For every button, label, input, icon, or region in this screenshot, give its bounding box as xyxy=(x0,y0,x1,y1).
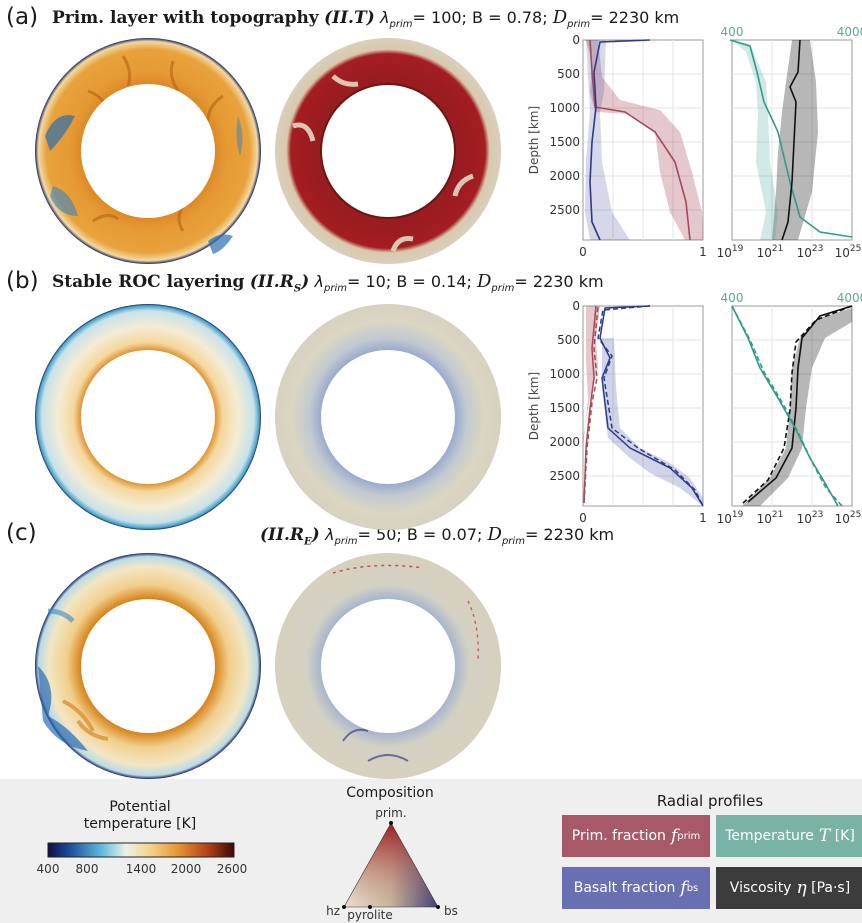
svg-text:2000: 2000 xyxy=(549,169,580,183)
svg-text:0: 0 xyxy=(579,511,587,525)
svg-text:prim.: prim. xyxy=(375,806,406,820)
svg-text:pyrolite: pyrolite xyxy=(347,908,393,922)
panel-b-fraction-ticks: 0 500 1000 1500 2000 2500 0 1 Depth [km] xyxy=(527,299,707,525)
panel-c-composition-annulus xyxy=(275,553,501,779)
svg-text:1: 1 xyxy=(699,511,707,525)
radial-profiles-title: Radial profiles xyxy=(656,792,764,810)
svg-text:bs: bs xyxy=(444,904,458,918)
svg-text:1: 1 xyxy=(699,245,707,259)
svg-text:2500: 2500 xyxy=(549,203,580,217)
temperature-legend-title: Potential temperature [K] xyxy=(83,799,197,832)
svg-text:1023: 1023 xyxy=(797,510,824,526)
svg-text:500: 500 xyxy=(557,333,580,347)
panel-a-fraction-plot xyxy=(582,39,704,241)
svg-text:1019: 1019 xyxy=(717,244,744,260)
panel-c-title: (II.RE) λprim= 50; B = 0.07; Dprim= 2230… xyxy=(260,524,615,548)
svg-text:1000: 1000 xyxy=(549,367,580,381)
svg-text:2000: 2000 xyxy=(171,862,202,876)
panel-b-letter: (b) xyxy=(6,268,39,294)
svg-text:hz: hz xyxy=(326,904,340,918)
svg-text:400: 400 xyxy=(721,291,744,305)
svg-text:1019: 1019 xyxy=(717,510,744,526)
panel-a-composition-annulus xyxy=(275,38,501,264)
legend-panel: Potential temperature [K] 400 800 1400 2… xyxy=(0,779,862,923)
panel-b-viscosity-plot xyxy=(731,305,853,507)
panel-b-title: Stable ROC layering (II.RS) λprim= 10; B… xyxy=(52,271,604,295)
panel-a-profiles: 0 500 1000 1500 2000 2500 0 1 Depth [km]… xyxy=(527,25,862,260)
svg-text:0: 0 xyxy=(572,299,580,313)
panel-a-title: Prim. layer with topography (II.T) λprim… xyxy=(52,7,680,31)
panel-a-viscosity-ticks: 400 4000 1019 1021 1023 1025 xyxy=(717,25,862,260)
composition-triangle: prim. hz bs pyrolite xyxy=(326,806,458,922)
svg-text:2600: 2600 xyxy=(217,862,248,876)
svg-text:400: 400 xyxy=(721,25,744,39)
svg-text:1500: 1500 xyxy=(549,135,580,149)
svg-text:400: 400 xyxy=(37,862,60,876)
svg-text:1025: 1025 xyxy=(835,244,862,260)
legend-prim-fraction: Prim. fraction f prim xyxy=(562,815,710,857)
svg-text:800: 800 xyxy=(76,862,99,876)
panel-c-letter: (c) xyxy=(6,520,37,546)
svg-text:1500: 1500 xyxy=(549,401,580,415)
panel-a-temperature-annulus xyxy=(35,38,261,264)
svg-text:1000: 1000 xyxy=(549,101,580,115)
legend-temperature: Temperature T [K] xyxy=(716,815,862,857)
temperature-colorbar: 400 800 1400 2000 2600 xyxy=(37,842,248,876)
composition-legend-title: Composition xyxy=(346,785,434,801)
panel-b-profiles: 0 500 1000 1500 2000 2500 0 1 Depth [km]… xyxy=(527,291,862,526)
panel-b-composition-annulus xyxy=(275,304,501,530)
panel-b-viscosity-ticks: 400 4000 1019 1021 1023 1025 xyxy=(717,291,862,526)
svg-text:0: 0 xyxy=(579,245,587,259)
panel-b-fraction-plot xyxy=(582,305,704,507)
panel-a-fraction-ticks: 0 500 1000 1500 2000 2500 0 1 Depth [km] xyxy=(527,33,707,259)
panel-a-letter: (a) xyxy=(6,4,39,30)
svg-text:2000: 2000 xyxy=(549,435,580,449)
svg-text:1400: 1400 xyxy=(126,862,157,876)
svg-text:0: 0 xyxy=(572,33,580,47)
svg-text:2500: 2500 xyxy=(549,469,580,483)
svg-text:1021: 1021 xyxy=(757,244,784,260)
panel-b-temperature-annulus xyxy=(35,304,261,530)
svg-text:500: 500 xyxy=(557,67,580,81)
legend-basalt-fraction: Basalt fraction f bs xyxy=(562,867,710,909)
panel-a-depth-label: Depth [km] xyxy=(527,106,541,174)
svg-text:1025: 1025 xyxy=(835,510,862,526)
svg-text:4000: 4000 xyxy=(837,291,862,305)
panel-b-depth-label: Depth [km] xyxy=(527,372,541,440)
svg-text:4000: 4000 xyxy=(837,25,862,39)
panel-c-temperature-annulus xyxy=(35,553,261,779)
panel-a-viscosity-plot xyxy=(729,39,853,241)
legend-viscosity: Viscosity η [Pa·s] xyxy=(716,867,862,909)
svg-text:1023: 1023 xyxy=(797,244,824,260)
svg-text:1021: 1021 xyxy=(757,510,784,526)
